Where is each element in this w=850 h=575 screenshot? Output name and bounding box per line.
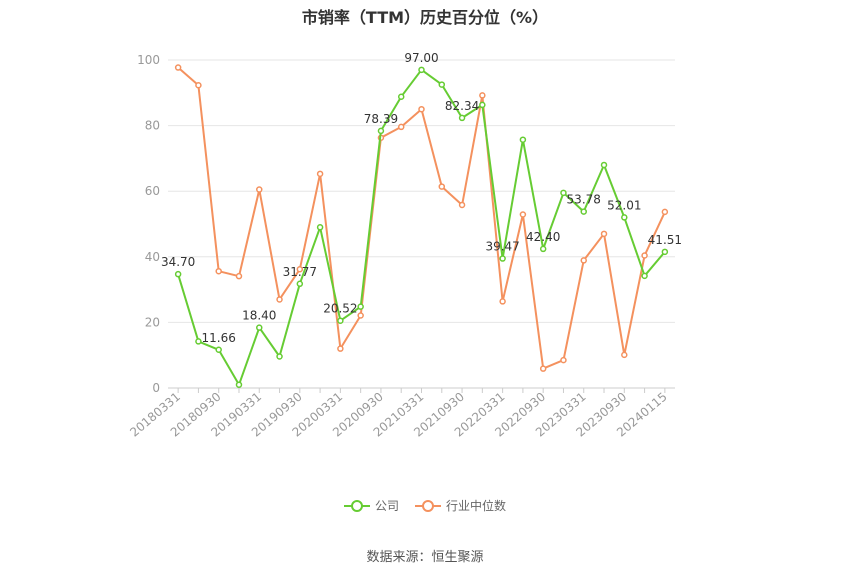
legend-label-industry: 行业中位数 xyxy=(446,499,507,513)
legend: 公司 行业中位数 xyxy=(0,497,850,514)
data-label: 18.40 xyxy=(242,309,276,323)
data-label: 53.78 xyxy=(567,193,601,207)
data-point xyxy=(499,298,506,305)
y-tick-label: 0 xyxy=(152,381,160,395)
data-point xyxy=(641,252,648,259)
data-point xyxy=(256,324,263,331)
data-label: 97.00 xyxy=(404,51,438,65)
data-point xyxy=(397,93,405,100)
data-point xyxy=(195,338,202,345)
data-point xyxy=(296,280,304,288)
data-label: 20.52 xyxy=(323,302,357,316)
y-tick-label: 60 xyxy=(145,184,160,198)
data-point xyxy=(256,186,263,193)
data-point xyxy=(539,365,547,372)
data-point xyxy=(600,161,608,169)
data-source: 数据来源：恒生聚源 xyxy=(366,550,484,565)
data-point xyxy=(661,208,669,216)
data-label: 42.40 xyxy=(526,230,560,244)
data-label-layer: 34.70 11.66 18.40 31.77 20.52 78.39 97.00 82.34… xyxy=(161,51,682,345)
legend-swatch-industry xyxy=(415,499,441,513)
data-point xyxy=(621,351,628,359)
data-point xyxy=(418,105,425,113)
data-point xyxy=(458,114,466,122)
data-point xyxy=(377,127,385,135)
data-point xyxy=(235,381,243,388)
data-point xyxy=(276,296,283,303)
data-point xyxy=(174,270,182,278)
legend-item-company[interactable]: 公司 xyxy=(343,497,399,514)
series-line-1 xyxy=(177,66,666,370)
data-point xyxy=(641,272,648,280)
legend-label-company: 公司 xyxy=(374,499,399,513)
data-point xyxy=(580,208,587,215)
data-point xyxy=(337,345,344,352)
data-point xyxy=(458,201,466,209)
data-point xyxy=(519,136,527,143)
data-label: 34.70 xyxy=(161,255,195,269)
series-layer xyxy=(174,64,669,388)
data-point xyxy=(337,317,344,324)
data-point xyxy=(600,230,608,238)
data-point xyxy=(519,211,527,218)
y-tick-label: 40 xyxy=(145,250,160,264)
chart-title: 市销率（TTM）历史百分位（%） xyxy=(301,8,549,27)
data-point xyxy=(174,64,182,71)
y-tick-label: 20 xyxy=(145,315,160,329)
y-tick-label: 80 xyxy=(145,119,160,133)
data-label: 41.51 xyxy=(648,233,682,247)
data-point xyxy=(479,92,486,99)
data-point xyxy=(296,266,304,273)
data-point xyxy=(499,255,506,262)
data-label: 52.01 xyxy=(607,198,641,212)
legend-item-industry[interactable]: 行业中位数 xyxy=(415,497,506,514)
data-point xyxy=(316,170,324,178)
data-point xyxy=(276,353,283,360)
data-point xyxy=(235,272,243,280)
data-point xyxy=(560,356,567,364)
data-point xyxy=(397,123,405,131)
data-point xyxy=(215,346,222,354)
data-point xyxy=(621,214,628,221)
axis-layer: 0204060801002018033120180930201903312019… xyxy=(127,53,675,440)
data-point xyxy=(438,81,446,88)
grid-layer xyxy=(168,59,675,323)
legend-swatch-company xyxy=(343,499,370,513)
y-tick-label: 100 xyxy=(137,53,160,67)
data-point xyxy=(438,183,446,190)
data-point xyxy=(316,224,324,231)
data-point xyxy=(661,248,669,256)
data-point xyxy=(357,303,364,310)
data-point xyxy=(418,66,425,74)
data-point xyxy=(539,245,547,253)
data-label: 82.34 xyxy=(445,99,479,113)
data-label: 39.47 xyxy=(485,240,519,254)
data-point xyxy=(195,82,202,89)
data-label: 31.77 xyxy=(283,265,317,279)
data-point xyxy=(215,267,222,275)
data-label: 11.66 xyxy=(202,331,236,345)
data-point xyxy=(479,101,486,109)
data-label: 78.39 xyxy=(364,112,398,126)
data-point xyxy=(357,312,364,319)
data-point xyxy=(580,257,587,264)
data-point xyxy=(560,189,567,197)
